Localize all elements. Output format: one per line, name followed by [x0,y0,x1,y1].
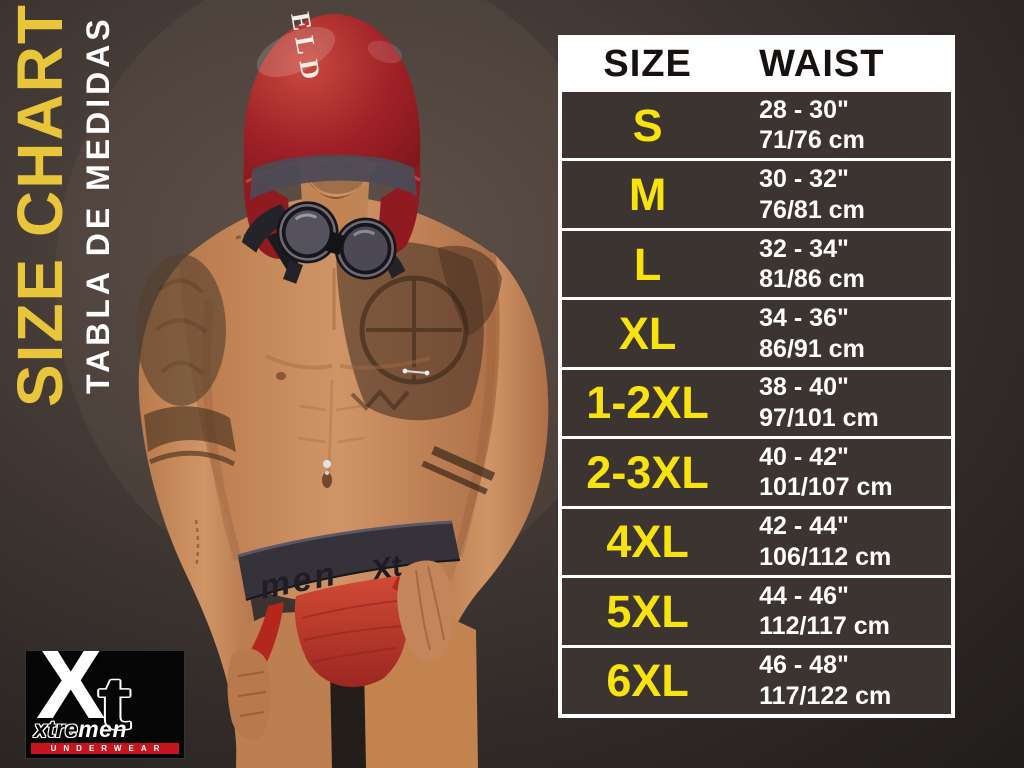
logo-name-solid: men [78,716,127,742]
table-row: 2-3XL 40 - 42" 101/107 cm [562,439,951,506]
waist-inches: 40 - 42" [759,442,849,471]
waist-cm: 71/76 cm [759,126,865,155]
size-cell: M [628,169,667,221]
armband-tattoo [144,406,236,467]
logo-brand-name: xtremen [34,718,127,741]
size-cell: 4XL [606,516,689,568]
waist-cm: 86/91 cm [759,334,865,363]
waist-cm: 106/112 cm [759,542,892,571]
goggles [241,201,406,280]
header-waist: WAIST [759,42,885,85]
waist-inches: 38 - 40" [759,373,849,402]
logo-monogram-t: t [98,662,132,745]
brand-logo: X t xtremen UNDERWEAR [25,650,185,759]
size-table-header: SIZE WAIST [562,39,951,89]
left-hand [397,560,454,663]
size-cell: 6XL [606,655,689,707]
logo-monogram-x: X [36,650,106,741]
page-subtitle: TABLA DE MEDIDAS [80,15,116,394]
logo-tagline: UNDERWEAR [31,743,179,754]
logo-name-outline: xtre [34,716,79,742]
right-hand [227,648,271,740]
page-title: SIZE CHART [4,3,76,407]
helmet: ELD [243,10,421,284]
waist-inches: 28 - 30" [759,95,849,124]
chest-tattoo [336,240,502,421]
size-cell: 2-3XL [586,446,709,498]
waist-cm: 76/81 cm [759,195,865,224]
table-row: L 32 - 34" 81/86 cm [562,230,951,298]
forearm-bands-tattoo [421,445,496,495]
size-cell: S [632,99,663,151]
waist-cm: 117/122 cm [759,681,892,710]
helmet-visor [250,154,417,200]
waist-cell: 46 - 48" 117/122 cm [733,650,951,711]
waist-cell: 28 - 30" 71/76 cm [733,95,951,156]
waist-cell: 40 - 42" 101/107 cm [733,442,951,503]
waist-cm: 112/117 cm [759,612,890,641]
waist-inches: 44 - 46" [759,581,849,610]
table-row: S 28 - 30" 71/76 cm [562,92,951,159]
size-cell: 5XL [606,585,689,637]
waist-cm: 97/101 cm [759,403,879,432]
waist-cell: 38 - 40" 97/101 cm [733,372,951,433]
table-row: 6XL 46 - 48" 117/122 cm [562,647,951,714]
wolf-tattoo [136,254,226,406]
table-row: 1-2XL 38 - 40" 97/101 cm [562,369,951,437]
waist-cell: 42 - 44" 106/112 cm [733,511,951,572]
waist-cell: 30 - 32" 76/81 cm [733,164,951,225]
waist-cell: 32 - 34" 81/86 cm [733,234,951,295]
waist-inches: 34 - 36" [759,304,849,333]
model-figure: ELD [136,10,549,768]
size-cell: L [633,238,662,290]
waist-cell: 34 - 36" 86/91 cm [733,303,951,364]
waist-inches: 30 - 32" [759,165,849,194]
waist-cell: 44 - 46" 112/117 cm [733,581,951,642]
size-cell: XL [618,308,677,360]
waist-inches: 46 - 48" [759,651,849,680]
waist-inches: 42 - 44" [759,512,849,541]
table-row: M 30 - 32" 76/81 cm [562,161,951,228]
table-row: 4XL 42 - 44" 106/112 cm [562,508,951,576]
waist-cm: 101/107 cm [759,473,893,502]
table-row: 5XL 44 - 46" 112/117 cm [562,578,951,645]
waist-cm: 81/86 cm [759,265,865,294]
header-size: SIZE [603,42,692,85]
jockstrap: men Xt [237,520,461,688]
size-table: SIZE WAIST S 28 - 30" 71/76 cm M 30 - 32… [558,35,955,718]
table-row: XL 34 - 36" 86/91 cm [562,300,951,367]
size-cell: 1-2XL [586,377,709,429]
waist-inches: 32 - 34" [759,234,849,263]
waistband [238,522,460,600]
